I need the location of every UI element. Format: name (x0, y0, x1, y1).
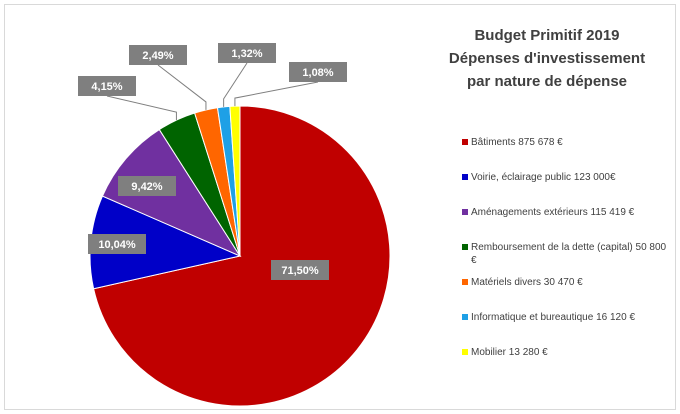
legend-item: Aménagements extérieurs 115 419 € (462, 206, 672, 241)
leader-line (223, 62, 248, 107)
legend-swatch (462, 314, 468, 320)
data-label-box (78, 76, 136, 96)
legend-label: Informatique et bureautique 16 120 € (471, 312, 636, 323)
legend-swatch (462, 139, 468, 145)
data-label-box (129, 45, 187, 65)
legend-item: Bâtiments 875 678 € (462, 136, 672, 171)
data-label: 4,15% (91, 81, 122, 93)
data-label-box (118, 176, 176, 196)
data-label: 10,04% (98, 239, 136, 251)
legend-label: Remboursement de la dette (capital) 50 8… (471, 242, 667, 266)
chart-title: par nature de dépense (467, 73, 627, 90)
chart-title: Budget Primitif 2019 (474, 27, 619, 44)
data-label-box (218, 43, 276, 63)
legend-label: Aménagements extérieurs 115 419 € (471, 207, 635, 218)
leader-line (106, 95, 177, 121)
legend-item: Informatique et bureautique 16 120 € (462, 311, 672, 346)
legend-swatch (462, 279, 468, 285)
data-label: 1,08% (302, 67, 333, 79)
legend-item: Matériels divers 30 470 € (462, 276, 672, 311)
chart-title: Dépenses d'investissement (449, 50, 645, 67)
data-label: 9,42% (131, 181, 162, 193)
data-label: 71,50% (281, 265, 319, 277)
legend-label: Voirie, éclairage public 123 000€ (471, 172, 616, 183)
legend-swatch (462, 174, 468, 180)
legend-swatch (462, 349, 468, 355)
legend-label: Matériels divers 30 470 € (471, 277, 583, 288)
data-label-box (88, 234, 146, 254)
pie-slice (93, 105, 391, 407)
legend-label: Bâtiments 875 678 € (471, 137, 563, 148)
legend-item: Remboursement de la dette (capital) 50 8… (462, 241, 672, 276)
data-label: 2,49% (142, 50, 173, 62)
leader-line (157, 64, 207, 110)
data-label-box (289, 62, 347, 82)
leader-line (234, 81, 319, 107)
legend-swatch (462, 209, 468, 215)
legend-item: Mobilier 13 280 € (462, 346, 672, 381)
data-label-box (271, 260, 329, 280)
legend-item: Voirie, éclairage public 123 000€ (462, 171, 672, 206)
data-label: 1,32% (231, 48, 262, 60)
legend-swatch (462, 244, 468, 250)
legend-label: Mobilier 13 280 € (471, 347, 548, 358)
legend: Bâtiments 875 678 € Voirie, éclairage pub… (462, 136, 672, 381)
